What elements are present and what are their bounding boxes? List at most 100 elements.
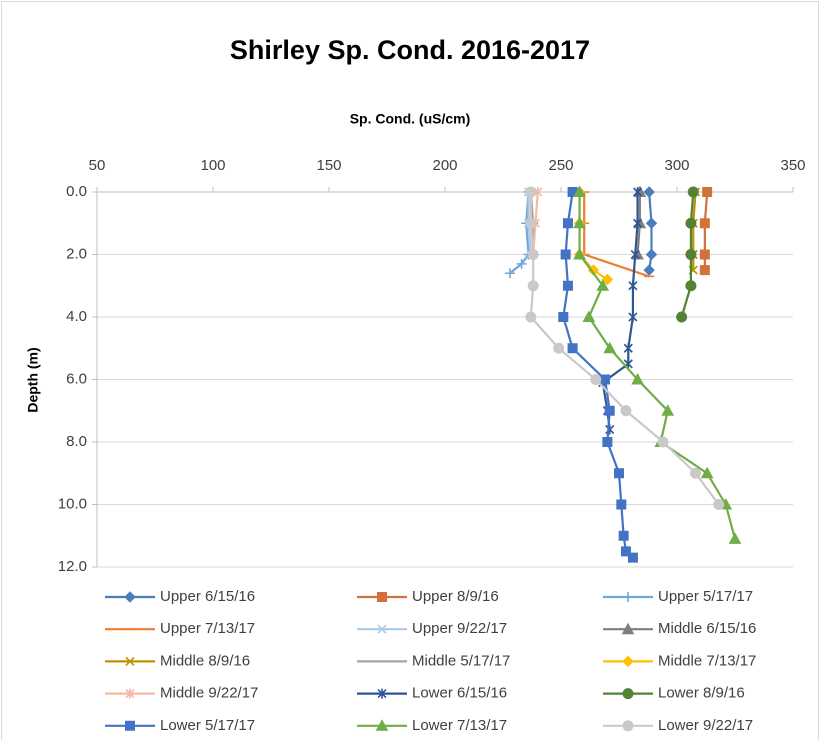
y-tick-label: 2.0 xyxy=(66,245,87,262)
x-tick-label: 200 xyxy=(432,157,457,174)
legend-marker xyxy=(375,719,389,731)
y-tick-label: 8.0 xyxy=(66,433,87,450)
data-point xyxy=(618,530,629,541)
data-point xyxy=(525,217,537,229)
data-point xyxy=(661,404,675,416)
series-line xyxy=(562,191,634,559)
legend-marker xyxy=(377,592,387,602)
data-point xyxy=(728,532,742,544)
data-point xyxy=(525,311,537,323)
legend-marker xyxy=(125,720,135,731)
x-tick-label: 50 xyxy=(89,157,106,174)
data-point xyxy=(630,249,640,260)
data-point xyxy=(558,312,569,322)
data-point xyxy=(527,280,539,292)
legend-label: Middle 8/9/16 xyxy=(160,652,250,669)
data-point xyxy=(560,249,571,260)
data-point xyxy=(573,247,586,260)
data-point xyxy=(553,342,565,354)
legend-marker xyxy=(377,624,387,634)
legend-marker xyxy=(622,720,634,732)
data-point xyxy=(573,185,586,197)
chart-title: Shirley Sp. Cond. 2016-2017 xyxy=(230,35,590,65)
y-tick-label: 0.0 xyxy=(66,183,87,200)
data-point xyxy=(690,467,702,479)
legend-label: Upper 6/15/16 xyxy=(160,588,255,605)
legend-label: Lower 6/15/16 xyxy=(412,685,507,702)
data-point xyxy=(699,218,710,229)
data-point xyxy=(562,218,573,229)
legend-marker xyxy=(125,688,135,699)
data-point xyxy=(687,186,699,198)
x-axis-title: Sp. Cond. (uS/cm) xyxy=(350,111,471,127)
legend-marker xyxy=(623,592,633,602)
data-point xyxy=(504,268,515,279)
y-tick-label: 4.0 xyxy=(66,308,87,325)
data-point xyxy=(562,280,573,291)
series-line xyxy=(601,192,639,430)
series-line xyxy=(703,191,709,271)
legend-label: Middle 9/22/17 xyxy=(160,685,258,702)
legend-label: Lower 7/13/17 xyxy=(412,717,507,734)
legend-label: Middle 5/17/17 xyxy=(412,652,510,669)
data-point xyxy=(623,343,633,354)
data-point xyxy=(643,264,655,276)
legend-label: Upper 7/13/17 xyxy=(160,620,255,637)
series-line xyxy=(583,192,650,278)
data-point xyxy=(713,499,725,510)
data-point xyxy=(645,248,658,261)
series-line xyxy=(692,191,697,271)
data-point xyxy=(614,468,624,479)
x-tick-label: 100 xyxy=(200,157,225,174)
legend-label: Upper 8/9/16 xyxy=(412,588,499,605)
data-point xyxy=(628,312,638,322)
data-point xyxy=(631,372,644,385)
data-point xyxy=(657,436,669,448)
x-tick-label: 350 xyxy=(780,157,805,174)
data-point xyxy=(516,258,527,269)
data-point xyxy=(676,311,688,323)
data-point xyxy=(582,310,596,322)
data-point xyxy=(628,280,638,291)
data-point xyxy=(527,249,539,260)
data-point xyxy=(567,343,578,354)
legend-label: Middle 6/15/16 xyxy=(658,620,756,637)
legend-label: Upper 5/17/17 xyxy=(658,588,753,605)
y-tick-label: 12.0 xyxy=(58,558,87,575)
data-point xyxy=(590,374,602,385)
data-point xyxy=(685,280,697,292)
x-tick-label: 250 xyxy=(548,157,573,174)
legend-marker xyxy=(124,591,136,603)
data-point xyxy=(699,249,710,260)
data-point xyxy=(645,217,658,229)
data-point xyxy=(603,341,617,354)
data-point xyxy=(702,187,713,197)
x-tick-label: 150 xyxy=(316,157,341,174)
y-tick-label: 6.0 xyxy=(66,370,87,387)
data-point xyxy=(596,279,610,291)
legend-label: Upper 9/22/17 xyxy=(412,620,507,637)
data-point xyxy=(627,552,638,563)
data-point xyxy=(573,216,586,229)
legend-label: Lower 8/9/16 xyxy=(658,685,745,702)
legend-marker xyxy=(622,655,634,668)
legend-marker xyxy=(622,688,634,700)
data-point xyxy=(604,405,615,416)
data-point xyxy=(685,217,697,229)
y-axis-title: Depth (m) xyxy=(25,347,41,412)
legend-label: Lower 9/22/17 xyxy=(658,717,753,734)
data-point xyxy=(600,374,611,385)
legend-marker xyxy=(125,656,135,666)
legend-marker xyxy=(621,622,635,635)
data-point xyxy=(525,186,537,198)
data-point xyxy=(601,273,614,286)
data-point xyxy=(632,187,643,197)
data-point xyxy=(643,186,655,198)
x-tick-label: 300 xyxy=(664,157,689,174)
data-point xyxy=(699,265,710,276)
y-tick-label: 10.0 xyxy=(58,495,87,512)
series-line xyxy=(648,191,653,271)
data-point xyxy=(685,249,697,260)
